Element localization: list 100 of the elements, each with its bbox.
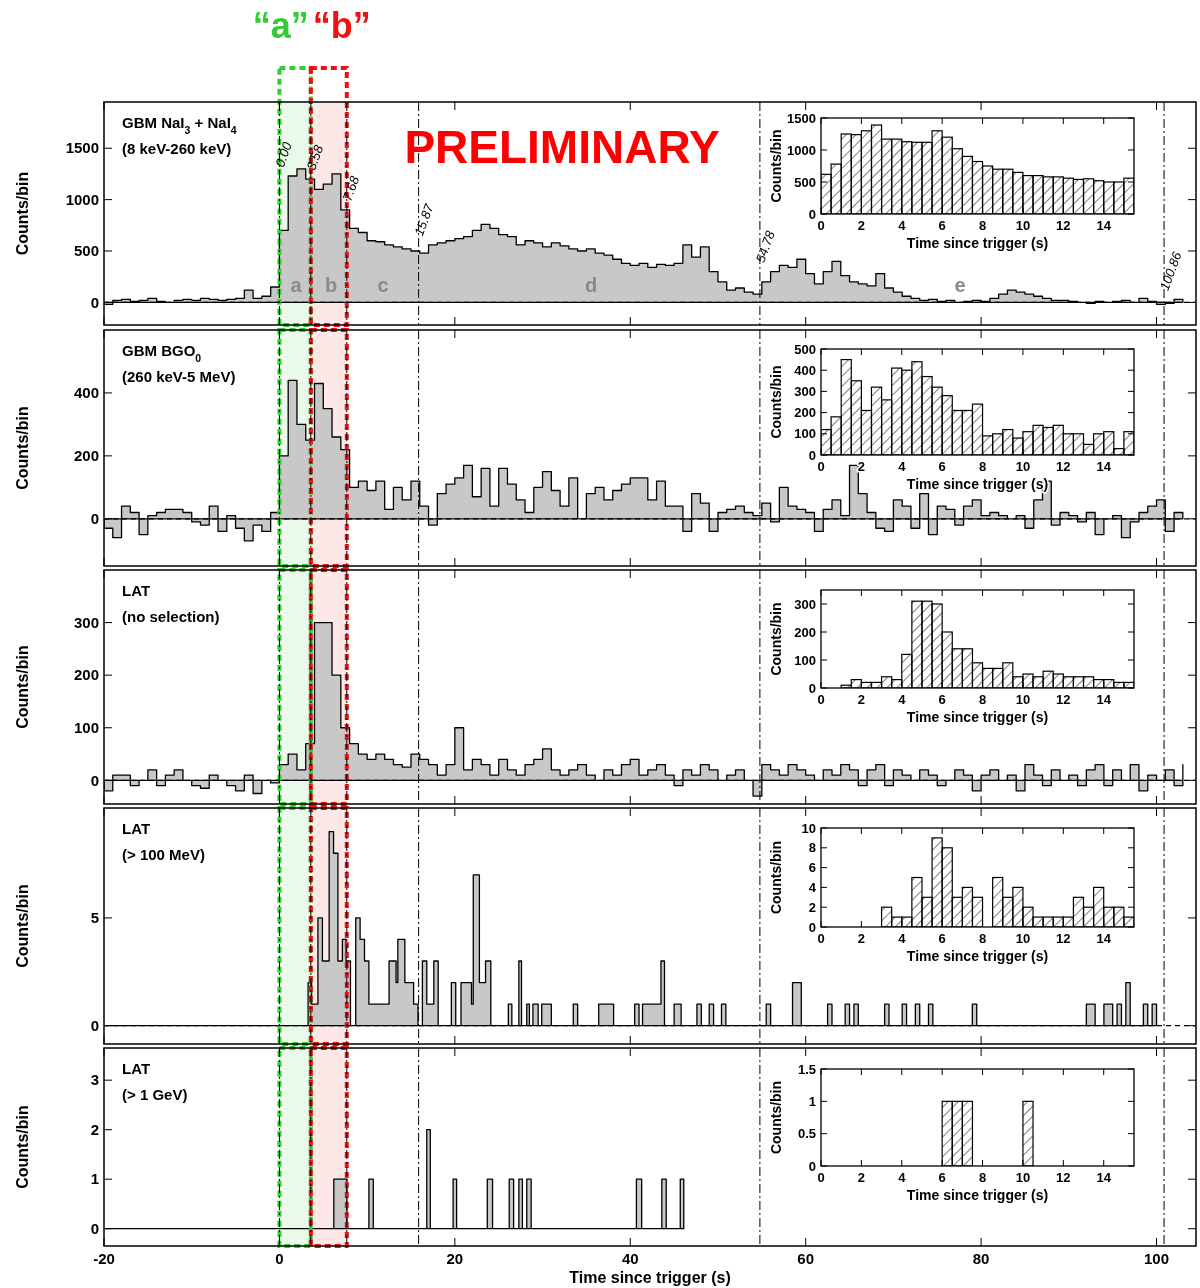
y-tick-label: 400 bbox=[794, 362, 816, 378]
y-axis-title: Counts/bin bbox=[14, 171, 31, 256]
y-tick-label: 0 bbox=[90, 1016, 99, 1034]
text: (no selection) bbox=[122, 608, 220, 625]
x-tick-label: 20 bbox=[446, 1250, 464, 1267]
annotation: e bbox=[954, 274, 966, 296]
x-tick-label: 8 bbox=[978, 1170, 987, 1185]
x-tick-label: 4 bbox=[898, 931, 907, 946]
x-tick-label: 12 bbox=[1056, 1170, 1071, 1185]
x-tick-label: 8 bbox=[978, 931, 987, 946]
y-tick-label: 0 bbox=[90, 1219, 99, 1237]
y-tick-label: 1500 bbox=[65, 139, 99, 157]
x-tick-label: 60 bbox=[797, 1250, 815, 1267]
y-tick-label: 0 bbox=[90, 771, 99, 789]
x-tick-label: 100 bbox=[1144, 1250, 1170, 1267]
x-tick-label: 14 bbox=[1096, 1170, 1112, 1185]
text: GBM BGO$_{0}$ bbox=[122, 342, 202, 364]
y-axis-title: Counts/bin bbox=[768, 1080, 784, 1155]
annotation: b bbox=[324, 274, 338, 296]
y-tick-label: 500 bbox=[73, 242, 99, 260]
y-tick-label: 300 bbox=[73, 613, 99, 631]
text: LAT bbox=[122, 1060, 151, 1077]
y-tick-label: 6 bbox=[808, 860, 816, 876]
y-tick-label: 100 bbox=[73, 719, 99, 736]
x-tick-label: 10 bbox=[1015, 218, 1031, 233]
x-tick-label: 6 bbox=[938, 1170, 946, 1185]
x-tick-label: 14 bbox=[1096, 931, 1112, 946]
ref-line-label: 0.00 bbox=[272, 139, 296, 170]
text: (260 keV-5 MeV) bbox=[122, 368, 236, 385]
x-tick-label: 10 bbox=[1015, 931, 1031, 946]
text: (8 keV-260 keV) bbox=[122, 140, 232, 157]
x-tick-label: 12 bbox=[1056, 218, 1071, 233]
x-tick-label: 6 bbox=[938, 931, 946, 946]
annotation: a bbox=[290, 274, 303, 296]
x-tick-label: 12 bbox=[1056, 931, 1071, 946]
y-tick-label: 0 bbox=[90, 293, 99, 311]
x-tick-label: 80 bbox=[972, 1250, 990, 1267]
ref-line-label: 3.58 bbox=[303, 142, 327, 173]
y-tick-label: 400 bbox=[73, 384, 99, 402]
y-tick-label: 8 bbox=[808, 840, 816, 856]
x-tick-label: 2 bbox=[857, 1170, 865, 1185]
ref-line-label: 7.68 bbox=[339, 173, 363, 203]
y-tick-label: 200 bbox=[794, 405, 816, 421]
y-axis-title: Counts/bin bbox=[14, 406, 31, 490]
y-tick-label: 200 bbox=[73, 666, 99, 684]
y-tick-label: 1000 bbox=[65, 190, 99, 208]
y-axis-title: Counts/bin bbox=[768, 840, 784, 915]
y-axis-title: Counts/bin bbox=[14, 645, 31, 729]
y-tick-label: 0 bbox=[808, 206, 816, 222]
y-tick-label: 0.5 bbox=[797, 1126, 816, 1142]
y-tick-label: 1 bbox=[90, 1170, 99, 1188]
y-tick-label: 300 bbox=[794, 596, 816, 612]
y-tick-label: 100 bbox=[794, 652, 816, 668]
x-tick-label: 8 bbox=[978, 459, 987, 474]
annotation: d bbox=[584, 274, 598, 296]
text: LAT bbox=[122, 582, 151, 599]
x-tick-label: 6 bbox=[938, 692, 946, 707]
y-axis-title: Counts/bin bbox=[768, 602, 784, 676]
x-tick-label: 40 bbox=[621, 1250, 639, 1267]
y-axis-title: Counts/bin bbox=[768, 129, 784, 203]
x-tick-label: 6 bbox=[938, 459, 946, 474]
y-tick-label: 200 bbox=[794, 624, 816, 640]
y-tick-label: 1500 bbox=[787, 110, 816, 126]
x-tick-label: 14 bbox=[1096, 218, 1112, 233]
ref-line-label: 15.87 bbox=[411, 201, 437, 238]
ref-line-label: 100.86 bbox=[1156, 249, 1185, 293]
text: (> 1 GeV) bbox=[122, 1086, 188, 1103]
y-tick-label: 5 bbox=[90, 909, 99, 927]
y-axis-title: Counts/bin bbox=[14, 884, 31, 968]
y-tick-label: 1 bbox=[808, 1093, 816, 1109]
y-tick-label: 500 bbox=[794, 341, 816, 357]
x-tick-label: 2 bbox=[857, 459, 865, 474]
text: (> 100 MeV) bbox=[122, 846, 205, 863]
x-tick-label: 2 bbox=[857, 931, 865, 946]
y-tick-label: 1.5 bbox=[797, 1061, 816, 1077]
band-label: “a” bbox=[252, 5, 309, 46]
y-tick-label: 300 bbox=[794, 383, 816, 399]
y-axis-title: Counts/bin bbox=[768, 365, 784, 439]
x-tick-label: 4 bbox=[898, 459, 907, 474]
annotation: c bbox=[377, 274, 389, 296]
x-tick-label: 2 bbox=[857, 218, 865, 233]
x-tick-label: 4 bbox=[898, 1170, 907, 1185]
x-tick-label: 10 bbox=[1015, 1170, 1031, 1185]
x-tick-label: 8 bbox=[978, 692, 987, 707]
x-tick-label: 10 bbox=[1015, 692, 1031, 707]
x-axis-title: Time since trigger (s) bbox=[906, 709, 1049, 725]
x-tick-label: 12 bbox=[1056, 692, 1071, 707]
y-tick-label: 100 bbox=[794, 426, 816, 442]
y-tick-label: 0 bbox=[90, 510, 99, 528]
x-axis-title: Time since trigger (s) bbox=[569, 1269, 731, 1286]
y-tick-label: 2 bbox=[808, 899, 816, 915]
x-tick-label: 6 bbox=[938, 218, 946, 233]
text: GBM NaI$_{3}$ + NaI$_{4}$ bbox=[122, 114, 237, 136]
band-label: “b” bbox=[312, 5, 371, 46]
y-axis-title: Counts/bin bbox=[14, 1105, 31, 1189]
y-tick-label: 0 bbox=[808, 680, 816, 696]
x-axis-title: Time since trigger (s) bbox=[906, 235, 1049, 251]
y-tick-label: 2 bbox=[90, 1120, 99, 1138]
y-tick-label: 0 bbox=[808, 1158, 816, 1174]
y-tick-label: 1000 bbox=[787, 142, 816, 158]
